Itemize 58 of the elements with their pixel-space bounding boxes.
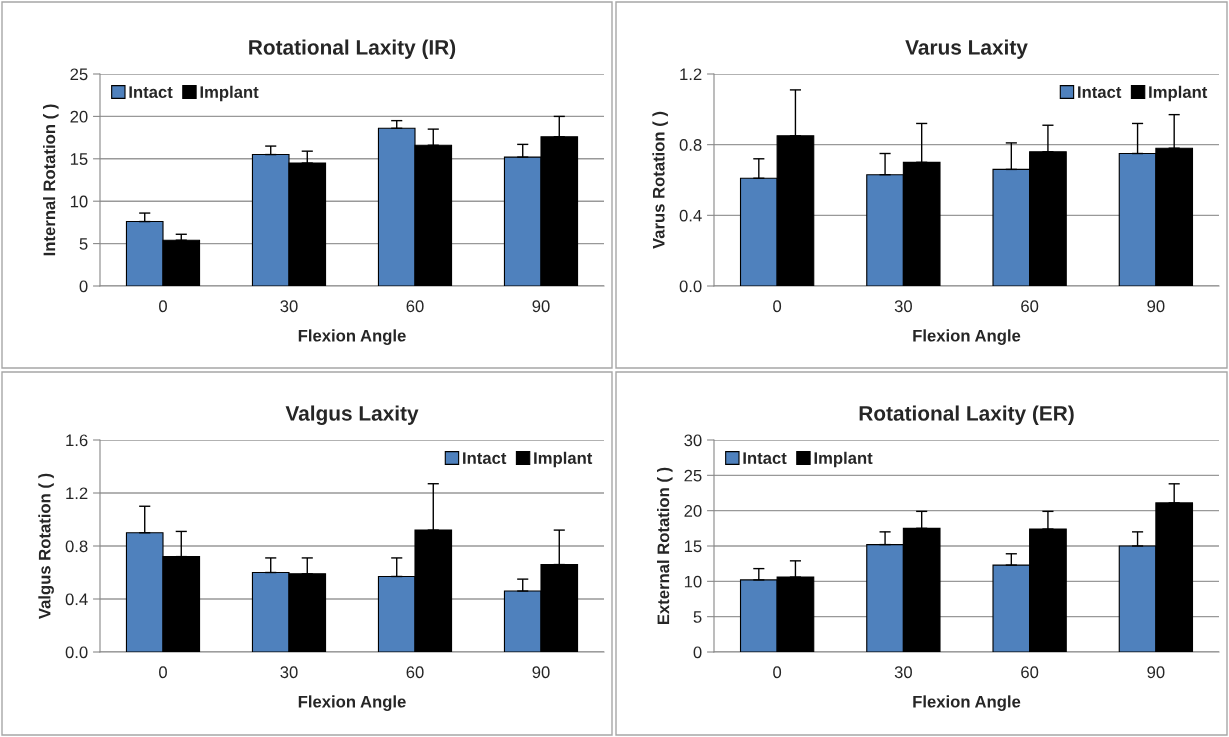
y-tick-label: 10 [684, 575, 702, 588]
y-tick-label: 25 [684, 469, 702, 482]
y-axis-title: Varus Rotation ( ) [652, 111, 668, 249]
legend-label: Intact [743, 452, 787, 464]
y-tick-label: 0.4 [65, 593, 88, 606]
y-tick-label: 5 [79, 238, 88, 250]
x-tick-label: 60 [406, 666, 424, 679]
y-tick-label: 5 [693, 611, 702, 623]
legend-label: Intact [1078, 86, 1122, 98]
x-tick-label: 30 [894, 666, 912, 679]
x-tick-label: 90 [1147, 666, 1165, 679]
y-axis-title: Valgus Rotation ( ) [38, 473, 54, 620]
legend-label: Intact [129, 86, 173, 98]
x-tick-label: 90 [532, 666, 550, 679]
y-tick-label: 0.8 [65, 540, 88, 553]
chart-title: Rotational Laxity (ER) [859, 405, 1074, 425]
x-tick-label: 60 [1021, 666, 1039, 679]
y-tick-label: 0.4 [679, 209, 702, 222]
x-tick-label: 30 [280, 300, 298, 313]
x-tick-label: 0 [159, 300, 167, 313]
y-tick-label: 1.2 [66, 487, 88, 500]
y-tick-label: 0.8 [679, 139, 702, 151]
x-tick-label: 60 [406, 300, 424, 313]
y-tick-label: 20 [684, 505, 702, 517]
legend-label: Implant [200, 85, 259, 102]
chart-title: Varus Laxity [905, 39, 1028, 59]
y-tick-label: 15 [684, 540, 702, 553]
y-tick-label: 25 [70, 68, 88, 81]
y-axis-title: External Rotation ( ) [657, 467, 673, 625]
x-axis-title: Flexion Angle [913, 329, 1021, 345]
y-tick-label: 0 [79, 280, 88, 293]
chart-title: Valgus Laxity [285, 405, 419, 425]
y-tick-label: 1.6 [66, 434, 88, 447]
y-tick-label: 0.0 [679, 280, 702, 293]
x-tick-label: 0 [159, 666, 167, 679]
x-tick-label: 60 [1021, 300, 1039, 313]
x-axis-title: Flexion Angle [298, 329, 406, 345]
x-tick-label: 90 [532, 300, 550, 313]
legend-label: Intact [463, 452, 507, 464]
y-tick-label: 15 [70, 153, 88, 165]
y-tick-label: 20 [70, 110, 88, 123]
y-tick-label: 30 [684, 434, 702, 447]
x-tick-label: 30 [280, 666, 298, 679]
x-tick-label: 0 [773, 300, 782, 313]
x-tick-label: 30 [894, 300, 912, 313]
y-tick-label: 10 [70, 195, 88, 208]
y-axis-title: Internal Rotation ( ) [43, 104, 59, 256]
legend-label: Implant [534, 451, 593, 468]
x-axis-title: Flexion Angle [913, 695, 1021, 711]
y-tick-label: 1.2 [680, 68, 702, 81]
y-tick-label: 0.0 [65, 646, 88, 659]
legend-label: Implant [814, 451, 873, 468]
y-tick-label: 0 [693, 646, 702, 659]
chart-title: Rotational Laxity (IR) [249, 39, 456, 59]
legend-label: Implant [1149, 85, 1208, 102]
x-axis-title: Flexion Angle [298, 695, 406, 711]
x-tick-label: 0 [773, 666, 782, 679]
x-tick-label: 90 [1147, 300, 1165, 313]
